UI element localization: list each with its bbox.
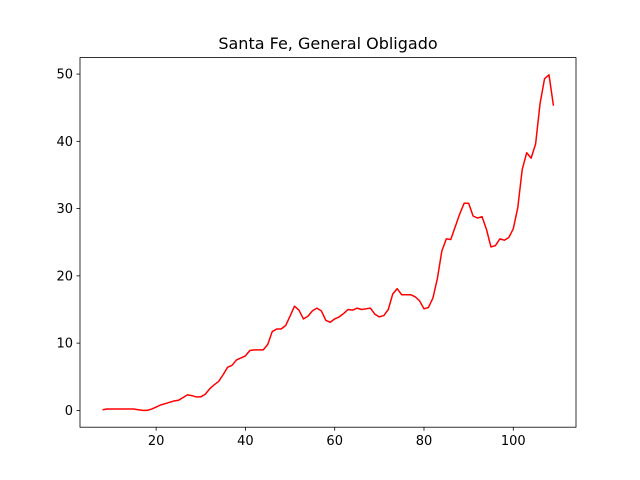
plot-frame <box>79 57 577 428</box>
x-tick-label: 80 <box>416 434 433 449</box>
y-tick-label: 30 <box>56 202 73 217</box>
y-tick-label: 20 <box>56 269 73 284</box>
line <box>102 74 555 412</box>
x-tick-label: 60 <box>326 434 343 449</box>
y-tick-label: 0 <box>65 404 73 419</box>
chart-title: Santa Fe, General Obligado <box>218 34 437 53</box>
x-tick-label: 100 <box>501 434 526 449</box>
y-tick-label: 50 <box>56 68 73 83</box>
x-tick-label: 20 <box>148 434 165 449</box>
y-tick-label: 40 <box>56 135 73 150</box>
x-tick-label: 40 <box>237 434 254 449</box>
y-tick-label: 10 <box>56 337 73 352</box>
